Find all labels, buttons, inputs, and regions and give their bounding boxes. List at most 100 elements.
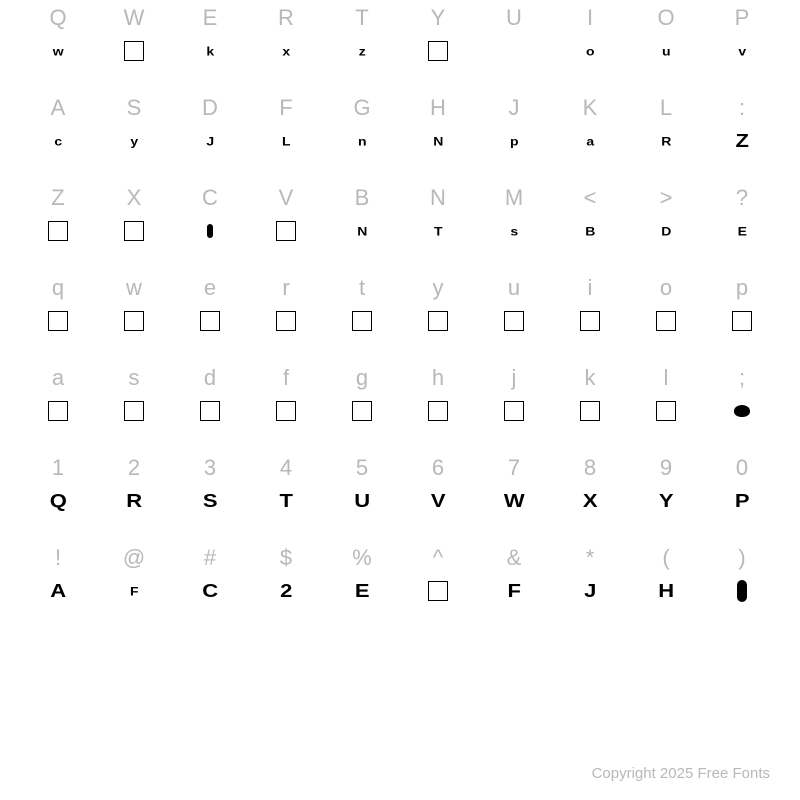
charmap-cell: Tz — [324, 0, 400, 90]
charmap-cell: @F — [96, 540, 172, 630]
glyph-sample — [656, 306, 676, 336]
charmap-cell: $2 — [248, 540, 324, 630]
glyph-sample — [124, 36, 144, 66]
glyph-sample — [580, 306, 600, 336]
glyph-sample — [737, 576, 747, 606]
glyph-sample — [428, 576, 448, 606]
glyph-sample: a — [586, 128, 593, 154]
key-label: D — [202, 90, 218, 126]
key-label: F — [279, 90, 292, 126]
missing-glyph-box — [428, 401, 448, 421]
charmap-cell: !A — [20, 540, 96, 630]
copyright-footer: Copyright 2025 Free Fonts — [592, 765, 770, 782]
key-label: 5 — [356, 450, 368, 486]
glyph-sample: A — [50, 578, 65, 604]
key-label: % — [352, 540, 372, 576]
glyph-sample — [734, 396, 750, 426]
charmap-cell: *J — [552, 540, 628, 630]
glyph-sample — [352, 306, 372, 336]
glyph-sample: P — [735, 488, 749, 514]
missing-glyph-box — [276, 401, 296, 421]
glyph-sample: p — [510, 128, 518, 154]
key-label: S — [127, 90, 142, 126]
key-label: T — [355, 0, 368, 36]
charmap-cell: %E — [324, 540, 400, 630]
key-label: e — [204, 270, 216, 306]
glyph-sample — [428, 306, 448, 336]
charmap-cell: :Z — [704, 90, 780, 180]
glyph-sample — [732, 306, 752, 336]
missing-glyph-box — [48, 401, 68, 421]
charmap-cell: #C — [172, 540, 248, 630]
glyph-tall — [737, 580, 747, 602]
charmap-cell: Y — [400, 0, 476, 90]
missing-glyph-box — [48, 221, 68, 241]
key-label: i — [588, 270, 593, 306]
key-label: R — [278, 0, 294, 36]
glyph-sample: S — [203, 488, 217, 514]
missing-glyph-box — [352, 311, 372, 331]
key-label: 3 — [204, 450, 216, 486]
charmap-cell: 3S — [172, 450, 248, 540]
glyph-sample — [504, 396, 524, 426]
key-label: 6 — [432, 450, 444, 486]
charmap-cell: Rx — [248, 0, 324, 90]
charmap-cell: f — [248, 360, 324, 450]
key-label: k — [585, 360, 596, 396]
charmap-cell: ; — [704, 360, 780, 450]
charmap-cell: LR — [628, 90, 704, 180]
key-label: d — [204, 360, 216, 396]
glyph-sample: R — [661, 128, 671, 154]
charmap-cell: ?E — [704, 180, 780, 270]
key-label: p — [736, 270, 748, 306]
key-label: j — [512, 360, 517, 396]
charmap-cell: Jp — [476, 90, 552, 180]
glyph-sample: R — [126, 488, 141, 514]
glyph-sample: u — [662, 38, 670, 64]
charmap-cell: Pv — [704, 0, 780, 90]
key-label: K — [583, 90, 598, 126]
charmap-cell: Ek — [172, 0, 248, 90]
key-label: O — [657, 0, 674, 36]
character-map-grid: QwWEkRxTzYUIoOuPvAcSyDJFLGnHNJpKaLR:ZZXC… — [20, 0, 780, 630]
glyph-sample — [124, 306, 144, 336]
key-label: 8 — [584, 450, 596, 486]
missing-glyph-box — [200, 401, 220, 421]
glyph-sample: N — [357, 218, 367, 244]
charmap-cell: C — [172, 180, 248, 270]
charmap-cell: k — [552, 360, 628, 450]
key-label: P — [735, 0, 750, 36]
glyph-sample: E — [738, 218, 747, 244]
charmap-cell: V — [248, 180, 324, 270]
charmap-cell: Gn — [324, 90, 400, 180]
charmap-cell: NT — [400, 180, 476, 270]
charmap-cell: Sy — [96, 90, 172, 180]
key-label: ; — [739, 360, 745, 396]
missing-glyph-box — [504, 401, 524, 421]
charmap-cell: ^ — [400, 540, 476, 630]
key-label: A — [51, 90, 66, 126]
glyph-sample: Y — [659, 488, 673, 514]
key-label: I — [587, 0, 593, 36]
charmap-cell: >D — [628, 180, 704, 270]
glyph-sample: E — [355, 578, 369, 604]
key-label: h — [432, 360, 444, 396]
glyph-sample — [48, 396, 68, 426]
charmap-cell: HN — [400, 90, 476, 180]
missing-glyph-box — [48, 311, 68, 331]
key-label: < — [584, 180, 597, 216]
glyph-sample — [352, 396, 372, 426]
charmap-cell: 1Q — [20, 450, 96, 540]
missing-glyph-box — [276, 311, 296, 331]
glyph-sample: c — [54, 128, 61, 154]
charmap-cell: o — [628, 270, 704, 360]
charmap-cell: BN — [324, 180, 400, 270]
charmap-cell: u — [476, 270, 552, 360]
glyph-sample: J — [206, 128, 213, 154]
charmap-cell: w — [96, 270, 172, 360]
charmap-cell: W — [96, 0, 172, 90]
glyph-sample: o — [586, 38, 594, 64]
glyph-sample — [276, 216, 296, 246]
glyph-sample: s — [510, 218, 517, 244]
key-label: 4 — [280, 450, 292, 486]
